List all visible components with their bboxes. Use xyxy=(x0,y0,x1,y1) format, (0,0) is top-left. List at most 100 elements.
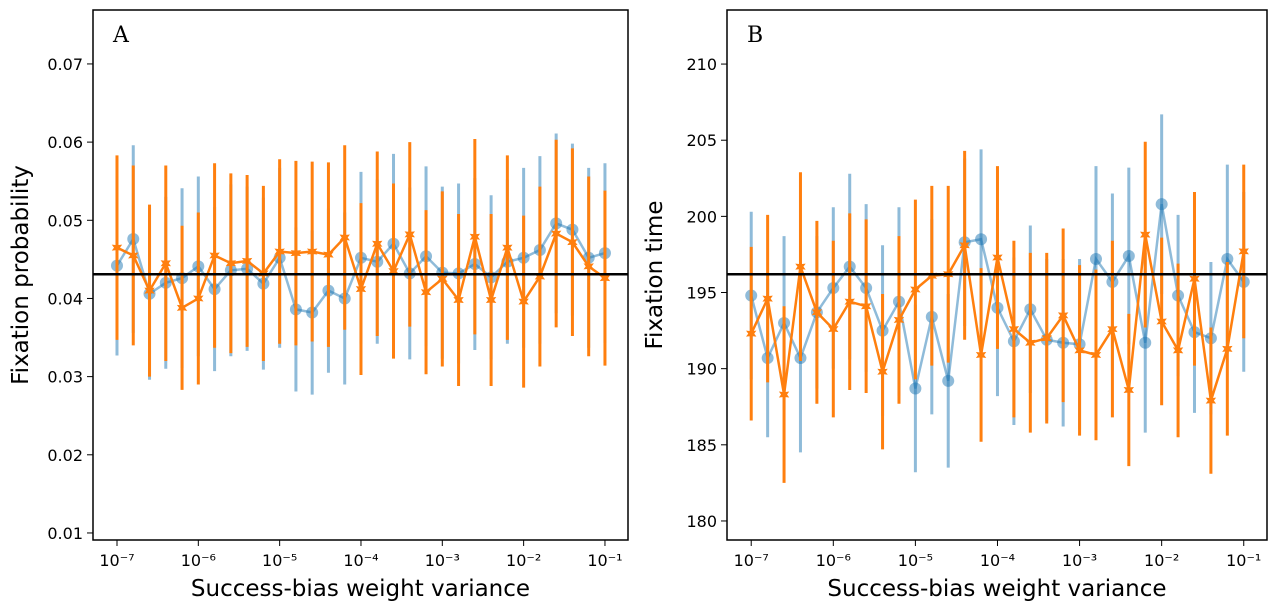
marker xyxy=(193,292,204,305)
marker xyxy=(1025,336,1036,349)
y-tick-label: 180 xyxy=(686,512,717,531)
marker xyxy=(1041,332,1052,345)
marker xyxy=(453,294,464,307)
x-tick-label: 10⁻⁷ xyxy=(99,551,134,570)
marker xyxy=(1140,228,1151,241)
marker xyxy=(176,301,188,314)
y-tick-label: 195 xyxy=(686,284,717,303)
x-tick-label: 10⁻¹ xyxy=(587,551,622,570)
marker xyxy=(1139,336,1152,349)
marker xyxy=(975,233,988,246)
marker xyxy=(992,251,1003,264)
panel-label: A xyxy=(112,23,130,48)
marker xyxy=(1089,253,1102,266)
marker xyxy=(811,306,823,319)
y-tick-label: 0.04 xyxy=(47,289,83,308)
y-axis-title: Fixation probability xyxy=(8,165,34,385)
x-axis-title: Success-bias weight variance xyxy=(191,576,530,602)
x-tick-label: 10⁻⁵ xyxy=(898,551,933,570)
marker xyxy=(1221,253,1234,266)
marker xyxy=(209,249,220,262)
y-tick-label: 0.05 xyxy=(47,211,83,230)
x-tick-label: 10⁻⁴ xyxy=(343,551,378,570)
y-tick-label: 0.02 xyxy=(47,446,83,465)
marker xyxy=(746,327,757,340)
marker xyxy=(144,284,155,297)
marker xyxy=(128,249,139,262)
x-tick-label: 10⁻¹ xyxy=(1226,551,1261,570)
marker xyxy=(404,228,415,241)
marker xyxy=(1107,323,1118,336)
x-tick-label: 10⁻⁴ xyxy=(980,551,1015,570)
marker xyxy=(420,286,432,299)
marker xyxy=(860,300,872,313)
marker xyxy=(339,231,350,244)
marker xyxy=(274,245,285,258)
y-axis-title: Fixation time xyxy=(642,201,668,350)
y-tick-label: 0.03 xyxy=(47,368,83,387)
marker xyxy=(1122,249,1135,262)
marker xyxy=(910,283,921,296)
marker xyxy=(1222,342,1233,355)
marker xyxy=(437,272,448,285)
marker xyxy=(111,241,123,254)
panel-label: B xyxy=(747,23,763,48)
marker xyxy=(959,239,970,252)
marker xyxy=(485,294,497,307)
plot-frame xyxy=(726,9,1268,541)
x-tick-label: 10⁻⁶ xyxy=(816,551,851,570)
x-tick-label: 10⁻² xyxy=(506,551,541,570)
marker xyxy=(926,269,938,282)
marker xyxy=(795,260,806,273)
marker xyxy=(1172,344,1184,357)
marker xyxy=(290,247,302,260)
marker xyxy=(469,230,481,243)
marker xyxy=(583,260,594,273)
marker xyxy=(1156,315,1167,328)
marker xyxy=(1008,323,1020,336)
x-tick-label: 10⁻³ xyxy=(425,551,460,570)
y-tick-label: 0.01 xyxy=(47,524,83,543)
marker xyxy=(909,382,922,395)
marker xyxy=(160,257,171,270)
marker xyxy=(534,270,546,283)
marker xyxy=(306,245,318,258)
marker xyxy=(1074,344,1085,357)
marker xyxy=(1155,198,1168,211)
marker xyxy=(975,348,987,361)
x-tick-label: 10⁻⁷ xyxy=(734,551,769,570)
marker xyxy=(241,254,253,267)
marker xyxy=(502,241,513,254)
marker xyxy=(388,265,399,278)
marker xyxy=(942,374,955,387)
x-tick-label: 10⁻² xyxy=(1144,551,1179,570)
marker xyxy=(844,295,855,308)
y-tick-label: 205 xyxy=(686,131,717,150)
marker xyxy=(1090,348,1102,361)
marker xyxy=(1123,383,1135,396)
marker xyxy=(877,365,888,378)
y-tick-label: 185 xyxy=(686,436,717,455)
y-tick-label: 0.07 xyxy=(47,55,83,74)
marker xyxy=(225,257,237,270)
marker xyxy=(1057,309,1069,322)
marker xyxy=(518,295,529,308)
x-tick-label: 10⁻⁵ xyxy=(262,551,297,570)
x-tick-label: 10⁻⁶ xyxy=(181,551,216,570)
marker xyxy=(355,283,367,296)
marker xyxy=(778,388,790,401)
y-tick-label: 190 xyxy=(686,360,717,379)
marker xyxy=(372,237,383,250)
y-tick-label: 200 xyxy=(686,207,717,226)
marker xyxy=(893,313,905,326)
marker xyxy=(1189,272,1200,285)
marker xyxy=(828,323,839,336)
marker xyxy=(599,272,611,285)
marker xyxy=(567,236,578,249)
marker xyxy=(762,292,773,305)
marker xyxy=(550,227,562,240)
y-tick-label: 0.06 xyxy=(47,133,83,152)
y-tick-label: 210 xyxy=(686,55,717,74)
plot-frame xyxy=(92,9,629,541)
